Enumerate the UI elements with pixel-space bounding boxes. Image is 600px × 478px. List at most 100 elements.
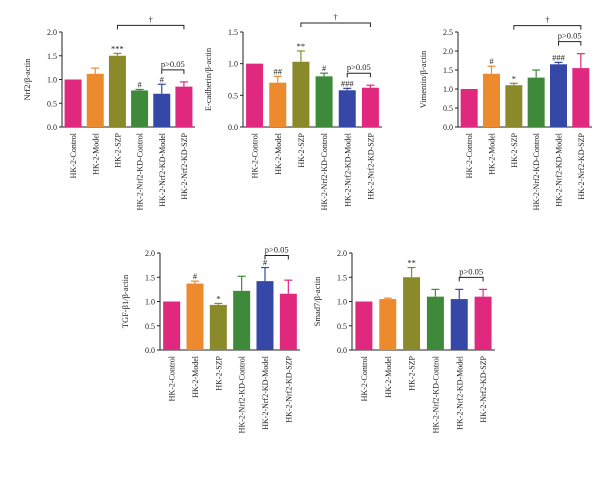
tgf-beta1-chart: 0.0 0.5 1.0 1.5 2.0 TGF-β1/β-actin HK-2-Contro… [120,245,300,433]
comparison-label: p>0.05 [161,59,185,69]
bar [233,290,251,350]
category-label: HK-2-Nrf2-KD-Control [431,355,440,433]
category-label: HK-2-Nrf2-KD-Model [261,355,270,430]
y-tick-label: 0.5 [145,322,155,331]
y-tick-label: 0.0 [47,123,57,132]
y-tick-label: 2.5 [443,28,453,37]
category-label: HK-2-Nrf2-KD-Model [158,132,167,207]
category-label: HK-2-Nrf2-KD-Model [555,132,564,207]
bar [108,55,126,127]
bar [474,296,492,350]
y-tick-label: 0.5 [443,104,453,113]
y-tick-label: 1.5 [47,52,57,61]
significance-mark: ** [297,41,306,51]
y-axis-label: Nrf2/β-actin [22,58,32,101]
y-tick-label: 0.5 [228,91,238,100]
bar [460,89,478,127]
comparison-label: p>0.05 [347,62,371,72]
category-label: HK-2-Model [91,132,100,175]
y-tick-label: 0.0 [443,123,453,132]
category-label: HK-2-Nrf2-KD-SZP [180,132,189,199]
bar [131,90,149,127]
significance-mark: # [322,63,327,73]
category-label: HK-2-SZP [113,132,122,167]
comparison-label: p>0.05 [265,245,289,255]
bar [246,63,264,127]
category-label: HK-2-SZP [510,132,519,167]
y-tick-label: 1.5 [443,66,453,75]
bar [450,299,468,350]
comparison-label: † [149,14,153,24]
category-label: HK-2-Control [465,132,474,178]
category-label: HK-2-Nrf2-KD-Model [455,355,464,430]
y-tick-label: 1.0 [228,60,238,69]
bar [292,61,310,128]
y-tick-label: 1.5 [228,28,238,37]
y-tick-label: 2.0 [145,249,155,258]
comparison-bracket [458,276,484,282]
y-tick-label: 0.0 [145,346,155,355]
significance-mark: * [512,73,516,83]
bar [550,64,567,127]
comparison-label: p>0.05 [459,266,483,276]
y-axis-label: Smad7/β-actin [312,276,322,326]
category-label: HK-2-Control [251,132,260,178]
bar [269,82,287,127]
category-label: HK-2-Model [384,355,393,398]
y-tick-label: 2.0 [443,47,453,56]
category-label: HK-2-Nrf2-KD-SZP [366,132,375,199]
bar [209,304,227,350]
bar [572,68,590,127]
category-label: HK-2-Nrf2-KD-Control [532,132,541,210]
y-tick-label: 0.5 [337,322,347,331]
y-tick-label: 2.0 [47,28,57,37]
category-label: HK-2-Nrf2-KD-Model [343,132,352,207]
y-tick-label: 1.0 [145,298,155,307]
nrf2-chart: 0.0 0.5 1.0 1.5 2.0 Nrf2/β-actin HK-2-Control H… [22,14,195,210]
y-tick-label: 0.0 [337,346,347,355]
y-tick-label: 1.0 [337,298,347,307]
e-cadherin-chart: 0.0 0.5 1.0 1.5 E-cadherin/β-actin HK-2-Contr… [203,12,382,210]
comparison-bracket [161,69,185,74]
bar [426,296,444,350]
category-label: HK-2-Nrf2-KD-SZP [284,355,293,422]
significance-mark: * [216,293,220,303]
y-tick-label: 1.5 [145,273,155,282]
category-label: HK-2-Control [360,355,369,401]
category-label: HK-2-Nrf2-KD-Control [238,355,247,433]
significance-mark: ### [552,52,566,62]
category-label: HK-2-Control [168,355,177,401]
comparison-bracket [300,22,371,27]
significance-mark: ** [407,258,416,268]
comparison-bracket [513,25,582,30]
category-label: HK-2-SZP [297,132,306,167]
bar [403,277,421,350]
bar [483,73,500,127]
y-axis-label: Vimentin/β-actin [418,50,428,108]
bar [186,283,204,350]
significance-mark: # [489,56,494,66]
bar [361,87,379,127]
category-label: HK-2-Control [69,132,78,178]
significance-mark: # [160,74,165,84]
category-label: HK-2-Model [191,355,200,398]
comparison-label: † [334,12,338,22]
y-tick-label: 2.0 [337,249,347,258]
bar [163,301,181,350]
significance-mark: # [193,271,198,281]
category-label: HK-2-Nrf2-KD-SZP [479,355,488,422]
category-label: HK-2-Model [488,132,497,175]
bar [64,79,82,127]
y-tick-label: 0.0 [228,123,238,132]
y-tick-label: 1.0 [47,76,57,85]
y-tick-label: 1.0 [443,85,453,94]
comparison-bracket [264,255,289,260]
bar [256,281,274,350]
bar [355,301,373,350]
y-tick-label: 1.5 [337,273,347,282]
comparison-label: † [545,15,549,25]
bar [315,76,333,127]
category-label: HK-2-Nrf2-KD-Control [320,132,329,210]
comparison-bracket [558,41,582,46]
comparison-bracket [116,24,185,30]
